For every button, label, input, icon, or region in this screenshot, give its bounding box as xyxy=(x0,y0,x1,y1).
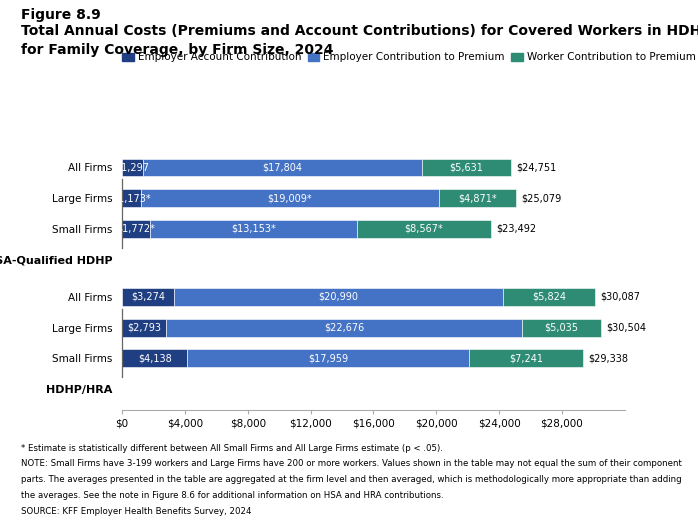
Text: $5,035: $5,035 xyxy=(544,323,579,333)
Text: parts. The averages presented in the table are aggregated at the firm level and : parts. The averages presented in the tab… xyxy=(21,475,681,484)
Text: $4,138: $4,138 xyxy=(138,353,172,363)
Bar xyxy=(174,288,503,306)
Bar xyxy=(357,220,491,238)
Text: $17,804: $17,804 xyxy=(262,162,302,172)
Text: $1,173*: $1,173* xyxy=(112,193,151,203)
Legend: Employer Account Contribution, Employer Contribution to Premium, Worker Contribu: Employer Account Contribution, Employer … xyxy=(122,52,696,62)
Bar xyxy=(122,350,187,367)
Text: $20,990: $20,990 xyxy=(318,292,358,302)
Bar xyxy=(469,350,583,367)
Text: $24,751: $24,751 xyxy=(516,162,556,172)
Bar xyxy=(439,190,516,207)
Text: Total Annual Costs (Premiums and Account Contributions) for Covered Workers in H: Total Annual Costs (Premiums and Account… xyxy=(21,24,698,38)
Text: $1,772*: $1,772* xyxy=(117,224,156,234)
Text: $2,793: $2,793 xyxy=(127,323,161,333)
Text: $4,871*: $4,871* xyxy=(458,193,497,203)
Text: $8,567*: $8,567* xyxy=(404,224,443,234)
Text: Figure 8.9: Figure 8.9 xyxy=(21,8,101,22)
Bar xyxy=(142,159,422,176)
Text: $29,338: $29,338 xyxy=(588,353,628,363)
Text: $3,274: $3,274 xyxy=(131,292,165,302)
Bar xyxy=(122,319,166,337)
Bar xyxy=(122,190,140,207)
Text: $22,676: $22,676 xyxy=(324,323,364,333)
Bar xyxy=(522,319,601,337)
Text: $30,087: $30,087 xyxy=(600,292,640,302)
Text: SOURCE: KFF Employer Health Benefits Survey, 2024: SOURCE: KFF Employer Health Benefits Sur… xyxy=(21,507,251,516)
Text: for Family Coverage, by Firm Size, 2024: for Family Coverage, by Firm Size, 2024 xyxy=(21,43,334,57)
Text: $7,241: $7,241 xyxy=(509,353,543,363)
Text: NOTE: Small Firms have 3-199 workers and Large Firms have 200 or more workers. V: NOTE: Small Firms have 3-199 workers and… xyxy=(21,459,682,468)
Bar xyxy=(187,350,469,367)
Text: * Estimate is statistically different between All Small Firms and All Large Firm: * Estimate is statistically different be… xyxy=(21,444,443,453)
Bar xyxy=(150,220,357,238)
Bar xyxy=(122,159,142,176)
Text: $25,079: $25,079 xyxy=(521,193,561,203)
Text: $1,297: $1,297 xyxy=(115,162,149,172)
Text: $5,824: $5,824 xyxy=(532,292,566,302)
Bar xyxy=(122,288,174,306)
Bar xyxy=(166,319,522,337)
Text: $13,153*: $13,153* xyxy=(231,224,276,234)
Text: $23,492: $23,492 xyxy=(496,224,537,234)
Text: $17,959: $17,959 xyxy=(308,353,348,363)
Text: $5,631: $5,631 xyxy=(450,162,483,172)
Text: $30,504: $30,504 xyxy=(607,323,647,333)
Bar xyxy=(122,220,150,238)
Bar xyxy=(503,288,595,306)
Bar xyxy=(422,159,510,176)
Bar xyxy=(140,190,439,207)
Text: $19,009*: $19,009* xyxy=(267,193,312,203)
Text: the averages. See the note in Figure 8.6 for additional information on HSA and H: the averages. See the note in Figure 8.6… xyxy=(21,491,443,500)
